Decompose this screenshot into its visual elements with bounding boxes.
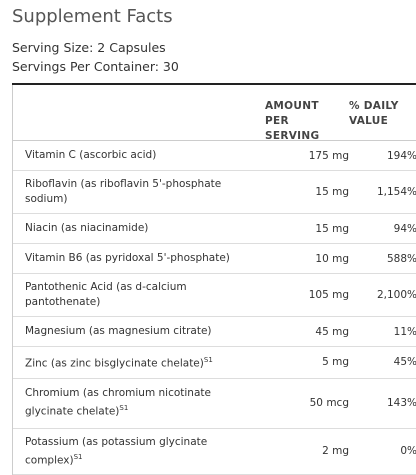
amount: 175 mg — [261, 150, 349, 162]
facts-table: AMOUNT PER SERVING % DAILY VALUE Vitamin… — [12, 85, 416, 475]
table-row: Chromium (as chromium nicotinate glycina… — [13, 379, 416, 429]
daily-value: 0% — [349, 445, 416, 457]
amount: 15 mg — [261, 186, 349, 198]
amount: 10 mg — [261, 253, 349, 265]
daily-value: 194% — [349, 150, 416, 162]
footnote-marker: S1 — [74, 453, 83, 461]
page: Supplement Facts Serving Size: 2 Capsule… — [0, 0, 416, 441]
daily-value: 1,154% — [349, 186, 416, 198]
daily-value: 143% — [349, 397, 416, 409]
nutrient-cell: Riboflavin (as riboflavin 5'-phosphate s… — [13, 177, 261, 207]
nutrient-cell: Vitamin C (ascorbic acid) — [13, 148, 261, 163]
amount: 50 mcg — [261, 397, 349, 409]
nutrient-name: Zinc (as zinc bisglycinate chelate) — [25, 358, 204, 370]
amount: 15 mg — [261, 223, 349, 235]
nutrient-cell: Zinc (as zinc bisglycinate chelate)S1 — [13, 353, 261, 372]
nutrient-name: Riboflavin (as riboflavin 5'-phosphate s… — [25, 178, 221, 205]
footnote-marker: S1 — [204, 356, 213, 364]
table-row: Riboflavin (as riboflavin 5'-phosphate s… — [13, 171, 416, 214]
amount: 45 mg — [261, 326, 349, 338]
table-row: Potassium (as potassium glycinate comple… — [13, 429, 416, 475]
nutrient-name: Vitamin C (ascorbic acid) — [25, 149, 156, 161]
column-header: % DAILY VALUE — [349, 99, 409, 129]
footnote-marker: S1 — [119, 404, 128, 412]
nutrient-cell: Chromium (as chromium nicotinate glycina… — [13, 386, 261, 420]
nutrient-cell: Potassium (as potassium glycinate comple… — [13, 435, 261, 469]
nutrient-cell: Pantothenic Acid (as d-calcium pantothen… — [13, 280, 261, 310]
table-row: Pantothenic Acid (as d-calcium pantothen… — [13, 274, 416, 317]
column-header: AMOUNT PER SERVING — [265, 99, 345, 144]
amount: 2 mg — [261, 445, 349, 457]
serving-size: Serving Size: 2 Capsules — [12, 40, 166, 55]
title: Supplement Facts — [12, 6, 173, 27]
daily-value: 2,100% — [349, 289, 416, 301]
servings-per-container: Servings Per Container: 30 — [12, 59, 179, 74]
daily-value: 11% — [349, 326, 416, 338]
nutrient-cell: Vitamin B6 (as pyridoxal 5'-phosphate) — [13, 251, 261, 266]
table-row: Vitamin B6 (as pyridoxal 5'-phosphate) 10… — [13, 244, 416, 274]
daily-value: 588% — [349, 253, 416, 265]
daily-value: 45% — [349, 356, 416, 368]
nutrient-name: Vitamin B6 (as pyridoxal 5'-phosphate) — [25, 252, 230, 264]
nutrient-name: Chromium (as chromium nicotinate glycina… — [25, 387, 211, 418]
amount: 105 mg — [261, 289, 349, 301]
daily-value: 94% — [349, 223, 416, 235]
nutrient-cell: Magnesium (as magnesium citrate) — [13, 324, 261, 339]
nutrient-name: Niacin (as niacinamide) — [25, 222, 148, 234]
nutrient-cell: Niacin (as niacinamide) — [13, 221, 261, 236]
amount: 5 mg — [261, 356, 349, 368]
nutrient-name: Magnesium (as magnesium citrate) — [25, 325, 212, 337]
nutrient-name: Pantothenic Acid (as d-calcium pantothen… — [25, 281, 187, 308]
nutrient-name: Potassium (as potassium glycinate comple… — [25, 436, 207, 467]
table-header: AMOUNT PER SERVING % DAILY VALUE — [13, 85, 416, 141]
